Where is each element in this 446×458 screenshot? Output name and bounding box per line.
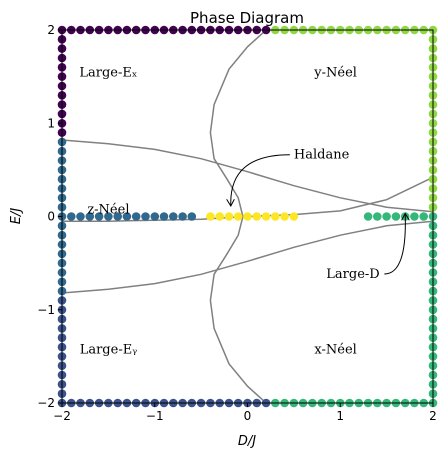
axis-ticks: −2 −1 0 1 2 −2 −1 0 1 2 [37,23,437,423]
data-point-s3-6 [261,212,271,221]
data-point-s2-30 [187,212,197,221]
annotation-label-1: Large-D [326,267,379,282]
y-tick-label-3: 1 [47,116,55,130]
data-point-s2-21 [104,212,113,221]
data-point-s2-27 [159,212,169,221]
data-point-s2-23 [122,212,132,221]
data-point-s2-29 [178,212,187,221]
phase-boundary-4 [209,30,267,403]
data-point-s2-28 [169,212,178,221]
data-point-s2-22 [113,212,122,221]
data-point-s3-1 [215,212,224,221]
region-labels: Large-Eₓ y-Néel z-Néel Large-Eᵧ x-Néel [79,66,357,358]
data-point-s3-9 [289,212,299,221]
data-point-s2-19 [85,212,95,221]
data-point-s2-25 [141,212,150,221]
data-point-s2-20 [94,212,104,221]
annotations: Haldane Large-D [231,148,406,282]
phase-boundary-1 [62,139,433,213]
data-point-s3-2 [224,212,234,221]
y-axis-label: E/J [9,208,24,225]
data-point-s2-18 [76,212,85,221]
data-point-s2-26 [150,212,160,221]
region-label-0: Large-Eₓ [79,66,137,81]
y-tick-label-1: −1 [37,303,55,317]
x-tick-label-2: 0 [244,409,252,423]
y-tick-label-0: −2 [37,396,55,410]
annotation-arrow-1 [384,214,405,275]
data-point-s3-7 [271,212,280,221]
data-point-s3-3 [233,212,243,221]
x-tick-label-3: 1 [336,409,344,423]
data-point-s4-0 [363,212,373,221]
chart-title: Phase Diagram [190,9,304,27]
data-point-s3-8 [280,212,289,221]
region-label-4: x-Néel [314,343,356,358]
data-point-s3-5 [252,212,262,221]
annotation-arrow-0 [231,154,290,206]
data-point-s3-0 [206,212,215,221]
data-point-s4-2 [382,212,391,221]
data-point-s2-17 [67,212,76,221]
region-label-1: y-Néel [313,66,357,81]
y-tick-label-4: 2 [47,23,55,37]
data-point-s4-3 [391,212,401,221]
region-label-2: z-Néel [87,203,129,218]
data-point-s4-6 [419,212,429,221]
x-tick-label-0: −2 [53,409,71,423]
x-axis-label: D/J [238,434,256,449]
data-point-s3-4 [243,212,252,221]
data-point-s2-24 [131,212,141,221]
x-tick-label-1: −1 [146,409,164,423]
region-label-3: Large-Eᵧ [80,343,137,358]
phase-boundary-2 [62,220,433,294]
data-point-s4-1 [373,212,382,221]
annotation-label-0: Haldane [294,148,350,163]
y-tick-label-2: 0 [47,210,55,224]
data-point-s4-5 [410,212,419,221]
x-tick-label-4: 2 [429,409,437,423]
